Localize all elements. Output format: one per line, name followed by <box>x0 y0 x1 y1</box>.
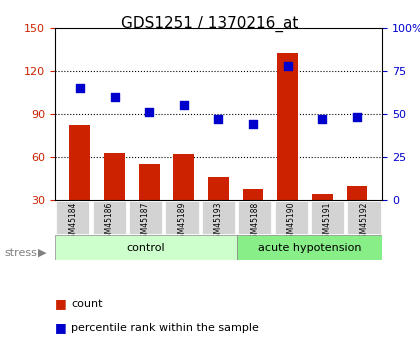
Bar <box>243 189 263 243</box>
Text: GSM45187: GSM45187 <box>141 202 150 243</box>
FancyBboxPatch shape <box>275 201 308 234</box>
Text: ■: ■ <box>55 321 66 334</box>
FancyBboxPatch shape <box>165 201 199 234</box>
Text: GSM45190: GSM45190 <box>287 202 296 243</box>
FancyBboxPatch shape <box>236 235 382 260</box>
Point <box>249 121 256 127</box>
Point <box>111 94 118 99</box>
FancyBboxPatch shape <box>93 201 126 234</box>
Text: GSM45193: GSM45193 <box>214 202 223 243</box>
Text: stress: stress <box>4 248 37 257</box>
Point <box>215 116 222 122</box>
Bar <box>277 53 298 243</box>
Text: percentile rank within the sample: percentile rank within the sample <box>71 323 259 333</box>
Bar <box>173 154 194 243</box>
Text: count: count <box>71 299 103 308</box>
FancyBboxPatch shape <box>55 235 236 260</box>
Text: control: control <box>126 243 165 253</box>
Text: GSM45189: GSM45189 <box>178 202 186 243</box>
FancyBboxPatch shape <box>129 201 162 234</box>
Point <box>319 116 326 122</box>
Point <box>181 102 187 108</box>
Bar <box>346 186 368 243</box>
Point <box>354 115 360 120</box>
Point <box>146 109 152 115</box>
FancyBboxPatch shape <box>56 201 89 234</box>
Text: GSM45191: GSM45191 <box>323 202 332 243</box>
Text: GDS1251 / 1370216_at: GDS1251 / 1370216_at <box>121 16 299 32</box>
Text: ■: ■ <box>55 297 66 310</box>
Point <box>284 63 291 68</box>
Text: GSM45188: GSM45188 <box>250 202 259 243</box>
Point <box>76 85 83 91</box>
FancyBboxPatch shape <box>238 201 271 234</box>
FancyBboxPatch shape <box>311 201 344 234</box>
Bar <box>69 125 90 243</box>
Text: GSM45192: GSM45192 <box>360 202 368 243</box>
Text: GSM45184: GSM45184 <box>68 202 77 243</box>
Text: acute hypotension: acute hypotension <box>257 243 361 253</box>
FancyBboxPatch shape <box>202 201 235 234</box>
FancyBboxPatch shape <box>347 201 381 234</box>
Bar <box>312 194 333 243</box>
Text: GSM45186: GSM45186 <box>105 202 114 243</box>
Bar <box>208 177 229 243</box>
Bar <box>104 152 125 243</box>
Bar <box>139 164 160 243</box>
Text: ▶: ▶ <box>38 248 46 257</box>
